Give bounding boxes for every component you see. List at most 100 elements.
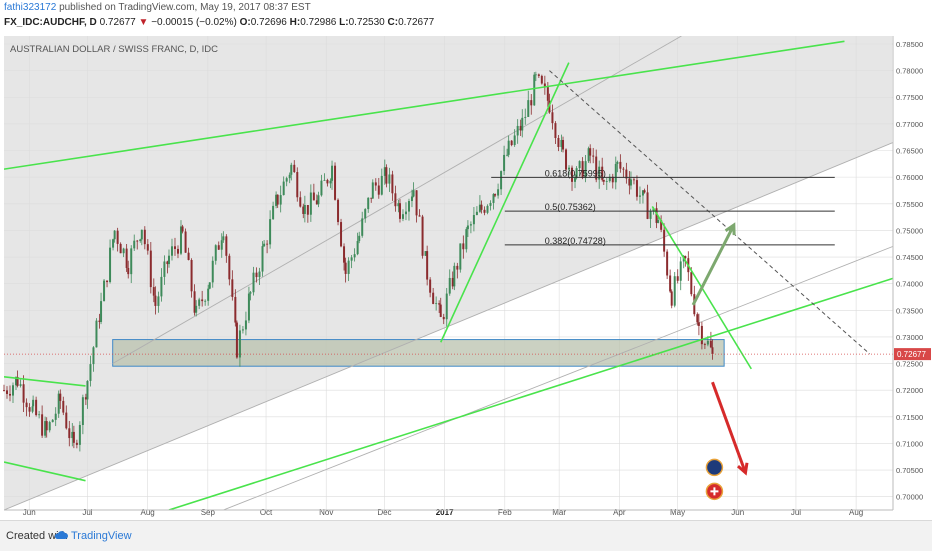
candle-body	[81, 397, 84, 426]
candle-body	[377, 185, 380, 195]
open-value: 0.72696	[250, 17, 287, 28]
candle-body	[371, 182, 374, 199]
candle-body	[462, 243, 465, 250]
candle-body	[356, 241, 359, 255]
candle-body	[35, 399, 38, 416]
candle-body	[184, 231, 187, 253]
candle-body	[568, 167, 571, 170]
candle-body	[350, 257, 353, 261]
candle-body	[690, 272, 693, 295]
y-tick-label: 0.73500	[896, 306, 923, 315]
chart-header: fathi323172 published on TradingView.com…	[0, 0, 932, 34]
brand-name: TradingView	[71, 530, 132, 542]
candle-body	[660, 220, 663, 230]
y-tick-label: 0.71000	[896, 439, 923, 448]
candle-body	[584, 161, 587, 179]
tradingview-logo[interactable]: TradingView	[54, 529, 132, 542]
candle-body	[424, 251, 427, 256]
candle-body	[410, 196, 413, 202]
candle-body	[684, 256, 687, 259]
candle-body	[614, 163, 617, 183]
candle-body	[513, 135, 516, 146]
candle-body	[616, 161, 619, 164]
candle-body	[116, 230, 119, 244]
candle-body	[252, 272, 255, 293]
candle-body	[598, 166, 601, 180]
candle-body	[489, 202, 492, 206]
candle-body	[696, 314, 699, 323]
candle-body	[486, 205, 489, 213]
candle-body	[530, 100, 533, 106]
candle-body	[331, 165, 334, 181]
candle-body	[258, 271, 261, 278]
candle-body	[306, 205, 309, 215]
candle-body	[506, 154, 509, 156]
candle-body	[649, 211, 652, 219]
ohlc-line: FX_IDC:AUDCHF, D 0.72677 ▼ −0.00015 (−0.…	[4, 17, 434, 28]
chart-area[interactable]: Jun Jul Aug Sep Oct Nov Dec 2017 Feb Mar Apr May Jun…	[0, 34, 932, 520]
candle-body	[635, 180, 638, 197]
x-tick-label: Apr	[613, 508, 626, 517]
candle-body	[438, 303, 441, 305]
candle-body	[465, 229, 468, 250]
candle-body	[143, 229, 146, 245]
candle-body	[575, 168, 578, 179]
trendline	[168, 277, 893, 510]
candle-body	[45, 421, 48, 431]
symbol-label: FX_IDC:AUDCHF, D	[4, 17, 97, 28]
candle-body	[697, 322, 700, 326]
candle-body	[207, 288, 210, 301]
candle-body	[394, 193, 397, 207]
candle-body	[602, 179, 605, 182]
author-link[interactable]: fathi323172	[4, 2, 57, 13]
candle-body	[643, 190, 646, 193]
candle-body	[646, 192, 649, 219]
open-label: O:	[239, 17, 251, 28]
candle-body	[581, 161, 584, 179]
candle-body	[527, 100, 530, 117]
y-tick-label: 0.76500	[896, 147, 923, 156]
candle-body	[571, 167, 574, 182]
change-value: −0.00015 (−0.02%)	[151, 17, 237, 28]
candle-body	[249, 292, 252, 294]
candle-body	[127, 267, 130, 275]
candle-body	[198, 299, 201, 306]
y-tick-label: 0.74500	[896, 253, 923, 262]
candle-body	[385, 167, 388, 184]
last-price: 0.72677	[99, 17, 136, 28]
fib-level-label: 0.382(0.74728)	[545, 236, 606, 246]
up-arrow	[691, 224, 736, 306]
candle-body	[629, 179, 632, 186]
candle-body	[78, 425, 81, 445]
candle-body	[367, 197, 370, 210]
y-tick-label: 0.72000	[896, 386, 923, 395]
candle-body	[562, 139, 565, 150]
candle-body	[670, 291, 673, 306]
candle-body	[75, 442, 78, 445]
candle-body	[466, 225, 469, 230]
candle-body	[676, 276, 679, 281]
candle-body	[113, 230, 116, 240]
candle-body	[323, 179, 326, 181]
candle-body	[344, 262, 347, 274]
candle-body	[340, 222, 343, 247]
candle-body	[152, 287, 155, 296]
candle-body	[44, 421, 47, 436]
candle-body	[315, 200, 318, 205]
candle-body	[418, 215, 421, 217]
candle-body	[673, 276, 676, 306]
chart-title: AUSTRALIAN DOLLAR / SWISS FRANC, D, IDC	[10, 44, 218, 55]
candle-body	[483, 209, 486, 213]
candle-body	[166, 261, 169, 265]
candle-body	[554, 123, 557, 139]
candle-body	[361, 218, 364, 236]
candle-body	[317, 195, 320, 205]
x-tick-label: Aug	[141, 508, 155, 517]
candle-body	[533, 74, 536, 106]
candle-body	[98, 320, 101, 322]
candle-body	[587, 148, 590, 162]
candle-body	[601, 166, 604, 180]
price-chart[interactable]: Jun Jul Aug Sep Oct Nov Dec 2017 Feb Mar Apr May Jun…	[0, 34, 932, 520]
candle-body	[397, 203, 400, 207]
y-tick-label: 0.73000	[896, 333, 923, 342]
